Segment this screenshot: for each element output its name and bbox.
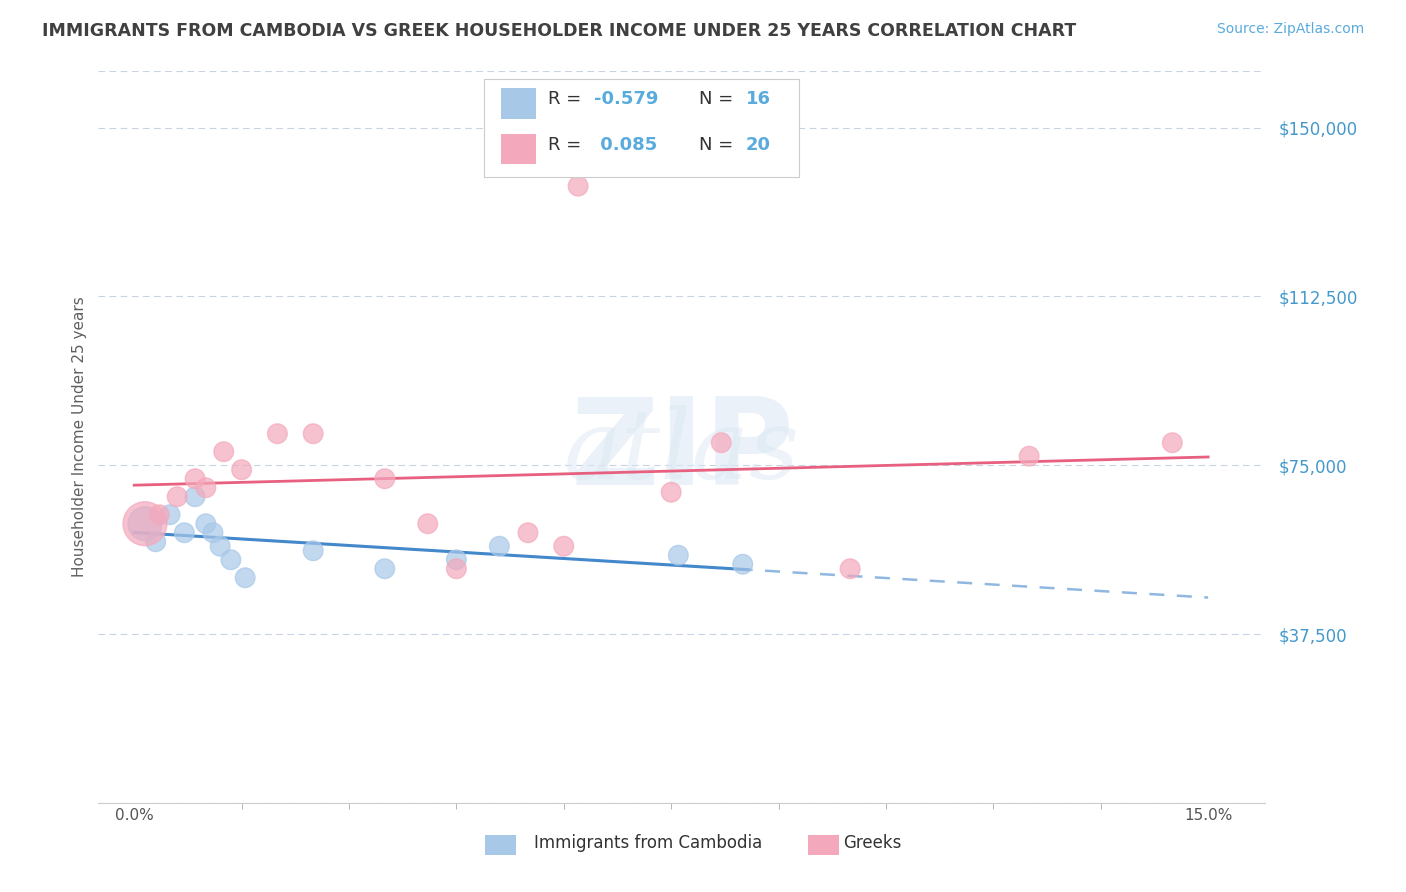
- Text: IMMIGRANTS FROM CAMBODIA VS GREEK HOUSEHOLDER INCOME UNDER 25 YEARS CORRELATION : IMMIGRANTS FROM CAMBODIA VS GREEK HOUSEH…: [42, 22, 1077, 40]
- FancyBboxPatch shape: [484, 78, 799, 178]
- Text: R =: R =: [548, 136, 586, 153]
- Point: [302, 426, 325, 441]
- Point: [148, 508, 170, 522]
- Text: -0.579: -0.579: [595, 90, 659, 108]
- Point: [302, 543, 325, 558]
- Text: 16: 16: [747, 90, 770, 108]
- Point: [446, 562, 468, 576]
- Point: [710, 435, 733, 450]
- Point: [517, 525, 540, 540]
- FancyBboxPatch shape: [501, 134, 536, 164]
- Point: [209, 539, 232, 553]
- Point: [173, 525, 195, 540]
- Y-axis label: Householder Income Under 25 years: Householder Income Under 25 years: [72, 297, 87, 577]
- Point: [839, 562, 862, 576]
- Text: Source: ZipAtlas.com: Source: ZipAtlas.com: [1216, 22, 1364, 37]
- Text: R =: R =: [548, 90, 586, 108]
- Point: [166, 490, 188, 504]
- Text: Immigrants from Cambodia: Immigrants from Cambodia: [534, 834, 762, 852]
- Point: [159, 508, 181, 522]
- Point: [201, 525, 224, 540]
- Point: [446, 553, 468, 567]
- Point: [1161, 435, 1184, 450]
- Point: [731, 558, 754, 572]
- Point: [194, 516, 217, 531]
- Point: [567, 179, 589, 194]
- Text: atlas: atlas: [564, 405, 800, 499]
- Point: [374, 562, 396, 576]
- Point: [231, 463, 253, 477]
- Point: [488, 539, 510, 553]
- Point: [219, 553, 242, 567]
- Point: [134, 516, 156, 531]
- Point: [1018, 449, 1040, 463]
- Point: [194, 481, 217, 495]
- Text: N =: N =: [699, 90, 740, 108]
- Text: Greeks: Greeks: [844, 834, 903, 852]
- Point: [212, 444, 235, 458]
- Text: 0.085: 0.085: [595, 136, 658, 153]
- Text: ZIP: ZIP: [569, 393, 794, 510]
- Point: [145, 534, 167, 549]
- Point: [666, 548, 689, 562]
- Text: N =: N =: [699, 136, 740, 153]
- Point: [416, 516, 439, 531]
- Point: [553, 539, 575, 553]
- Point: [266, 426, 288, 441]
- Point: [134, 516, 156, 531]
- Point: [184, 490, 207, 504]
- Point: [184, 472, 207, 486]
- Point: [659, 485, 682, 500]
- Point: [233, 571, 256, 585]
- Text: 20: 20: [747, 136, 770, 153]
- FancyBboxPatch shape: [501, 88, 536, 119]
- Point: [374, 472, 396, 486]
